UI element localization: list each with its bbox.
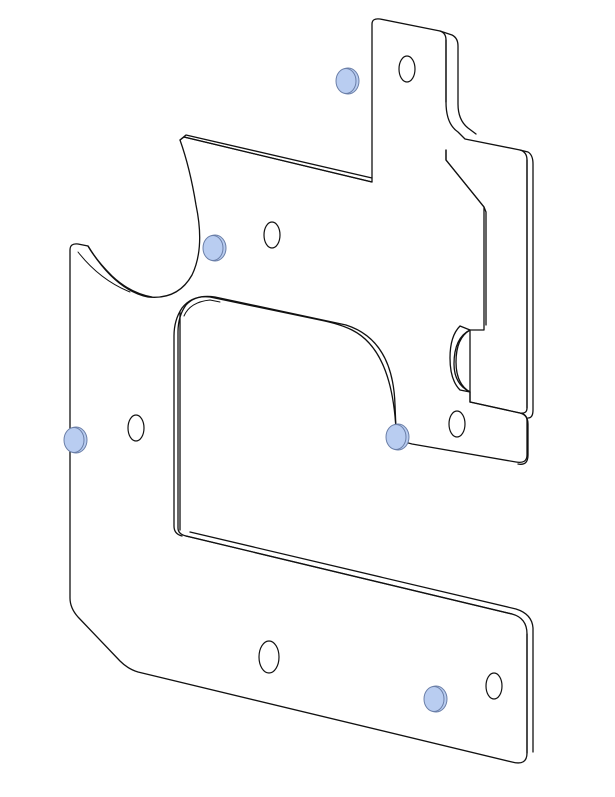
right-notch-upper — [445, 149, 487, 326]
marker-pin — [423, 685, 448, 713]
hole-left-side — [127, 414, 145, 442]
bottom-bar-thickness — [189, 531, 534, 753]
hole-bottom-right — [485, 672, 503, 700]
marker-pin-face — [202, 235, 224, 261]
right-side-thickness — [519, 149, 534, 419]
shelf-thickness — [179, 134, 373, 179]
marker-pin — [63, 426, 88, 454]
hole-middle-shelf — [263, 221, 281, 249]
hole-upper-ear — [398, 55, 416, 83]
plate-outline — [69, 18, 534, 764]
hole-bottom-center — [258, 640, 280, 674]
through-holes — [127, 55, 503, 700]
marker-pin-face — [63, 427, 85, 453]
plate-top-face — [69, 18, 528, 764]
shelf-top-edge — [183, 136, 373, 183]
marker-pin — [335, 67, 360, 95]
hole-right-lower — [448, 410, 466, 438]
scallop-thickness — [87, 245, 153, 298]
marker-pin — [385, 423, 410, 451]
cutout-inner-wall-highlight — [183, 299, 221, 317]
marker-pin-face — [423, 686, 445, 712]
highlight-markers — [63, 67, 448, 713]
marker-pin-face — [385, 424, 407, 450]
upper-ear-thickness — [439, 30, 477, 135]
marker-pin-face — [335, 68, 357, 94]
right-lower-ledge — [469, 401, 529, 465]
bottom-bar-top-edge — [185, 535, 513, 615]
cutout-inner-wall — [173, 296, 397, 537]
scallop-inner-edge — [77, 251, 131, 293]
marker-pin — [202, 234, 227, 262]
